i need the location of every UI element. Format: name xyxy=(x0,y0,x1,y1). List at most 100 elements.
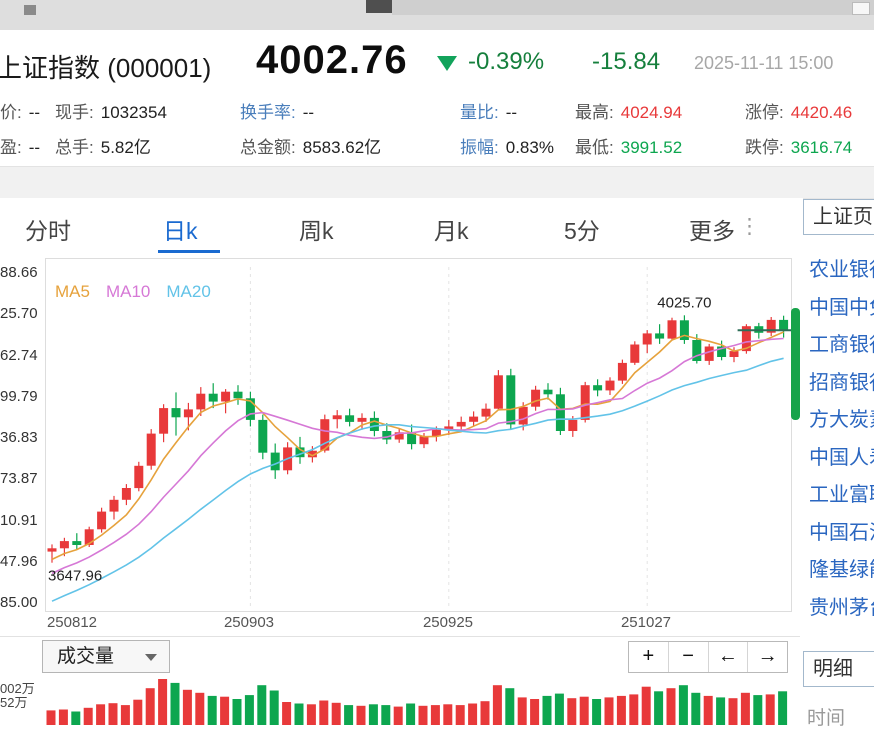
candle-body xyxy=(270,452,280,471)
candle-body xyxy=(543,389,553,395)
volume-toolbar: 成交量 + − ← → xyxy=(0,636,800,675)
candle-body xyxy=(456,421,466,427)
ma-legend: MA5 MA10 MA20 xyxy=(55,282,211,302)
y-axis-label: 88.66 xyxy=(0,264,38,281)
stock-link[interactable]: 方大炭素 xyxy=(809,409,874,431)
period-tab-bar: 分时 日k 周k 月k 5分 更多 ⋮ xyxy=(0,198,803,256)
candle-body xyxy=(679,320,689,340)
candle-body xyxy=(59,541,69,549)
stock-link[interactable]: 招商银行 xyxy=(809,371,874,394)
volume-bar xyxy=(728,698,738,725)
tab-timeshare[interactable]: 分时 xyxy=(25,218,71,244)
candle-body xyxy=(171,408,181,418)
volume-bar xyxy=(195,692,205,725)
volume-indicator-select[interactable]: 成交量 xyxy=(42,640,170,673)
candle-body xyxy=(245,398,255,420)
volume-bar xyxy=(740,692,750,725)
volume-bar xyxy=(455,705,465,725)
candle-body xyxy=(419,436,429,445)
ma20-line xyxy=(51,357,784,602)
stock-link[interactable]: 中国石油 xyxy=(809,521,874,544)
stock-link[interactable]: 中国人寿 xyxy=(809,446,874,469)
volume-bar xyxy=(480,701,490,725)
volume-bar xyxy=(517,697,527,725)
stock-link[interactable]: 工业富联 xyxy=(809,484,874,506)
tab-weekly-k[interactable]: 周k xyxy=(299,218,334,244)
candle-body xyxy=(593,385,603,391)
volume-bar xyxy=(654,691,664,725)
volume-bar xyxy=(145,688,155,725)
volume-bar xyxy=(269,690,279,725)
candle-body xyxy=(109,499,119,512)
y-axis-label: 25.70 xyxy=(0,305,38,322)
volume-bar xyxy=(604,697,614,725)
chrome-button xyxy=(852,2,870,15)
pan-left-button[interactable]: ← xyxy=(707,642,748,672)
volume-bar xyxy=(158,679,168,725)
volume-bar xyxy=(567,698,577,725)
volume-axis-label: 002万 xyxy=(0,681,35,696)
tab-more[interactable]: 更多 xyxy=(689,218,735,244)
volume-bar xyxy=(716,697,726,725)
x-axis-label: 250903 xyxy=(223,614,275,631)
candle-body xyxy=(196,393,206,410)
stock-link[interactable]: 农业银行 xyxy=(809,259,874,281)
chrome-tab xyxy=(366,0,392,13)
stat-day-high: 最高4024.94 xyxy=(575,95,745,130)
y-axis-label: 47.96 xyxy=(0,553,38,570)
tab-5min[interactable]: 5分 xyxy=(564,218,600,244)
volume-bar xyxy=(58,709,68,725)
candlestick-svg[interactable]: 4025.70 3647.96 xyxy=(45,258,792,612)
tab-daily-k[interactable]: 日k xyxy=(163,218,198,244)
volume-bar xyxy=(331,702,341,725)
volume-bar xyxy=(244,695,254,725)
volume-bar xyxy=(294,703,304,725)
detail-column-time: 时间 xyxy=(807,708,846,729)
chrome-strip xyxy=(392,0,874,15)
y-axis-label: 10.91 xyxy=(0,512,38,529)
stat-volume-ratio: 量比-- xyxy=(460,95,575,130)
volume-bar xyxy=(232,699,242,725)
candle-body xyxy=(692,340,702,361)
stock-link[interactable]: 中国中免 xyxy=(809,296,874,319)
candle-body xyxy=(642,333,652,345)
stock-link[interactable]: 隆基绿能 xyxy=(809,559,874,581)
tab-monthly-k[interactable]: 月k xyxy=(434,218,469,244)
zoom-out-button[interactable]: − xyxy=(667,642,708,672)
x-axis-label: 250812 xyxy=(46,614,98,631)
ma5-legend: MA5 xyxy=(55,282,90,301)
quote-timestamp: 2025-11-11 15:00 xyxy=(694,53,834,73)
volume-bar xyxy=(629,694,639,725)
stat-amplitude: 振幅0.83% xyxy=(460,130,575,165)
y-axis-label: 85.00 xyxy=(0,594,38,611)
candle-body xyxy=(121,488,131,500)
candle-body xyxy=(159,408,169,434)
volume-bar xyxy=(96,704,106,725)
high-annotation: 4025.70 xyxy=(657,294,711,311)
kline-chart: 4025.70 3647.96 MA5 MA10 MA20 88.66 25.70 62.… xyxy=(0,258,800,634)
chrome-icon xyxy=(24,5,36,15)
kebab-menu-icon[interactable]: ⋮ xyxy=(739,215,760,238)
stock-link[interactable]: 贵州茅台 xyxy=(809,596,874,619)
candle-body xyxy=(258,419,268,453)
index-code: (000001) xyxy=(107,53,212,83)
zoom-in-button[interactable]: + xyxy=(642,645,655,667)
volume-select-label: 成交量 xyxy=(57,646,115,667)
stat-limit-up: 涨停4420.46 xyxy=(745,95,874,130)
candle-body xyxy=(555,394,565,431)
ma5-line xyxy=(51,331,784,561)
candle-body xyxy=(506,375,516,425)
candle-body xyxy=(605,380,615,391)
volume-bar xyxy=(207,695,217,725)
stat-pe-ratio: 盈-- xyxy=(0,130,55,165)
ma10-legend: MA10 xyxy=(105,282,151,301)
candle-body xyxy=(307,450,317,458)
chart-scrollbar-thumb[interactable] xyxy=(791,308,800,420)
pan-right-button[interactable]: → xyxy=(747,642,787,672)
volume-bar xyxy=(505,688,515,725)
stat-avg-price: 价-- xyxy=(0,95,55,130)
volume-axis-label: 52万 xyxy=(0,695,28,710)
candle-body xyxy=(295,447,305,458)
stock-link[interactable]: 工商银行 xyxy=(809,334,874,356)
volume-bar xyxy=(257,685,267,725)
